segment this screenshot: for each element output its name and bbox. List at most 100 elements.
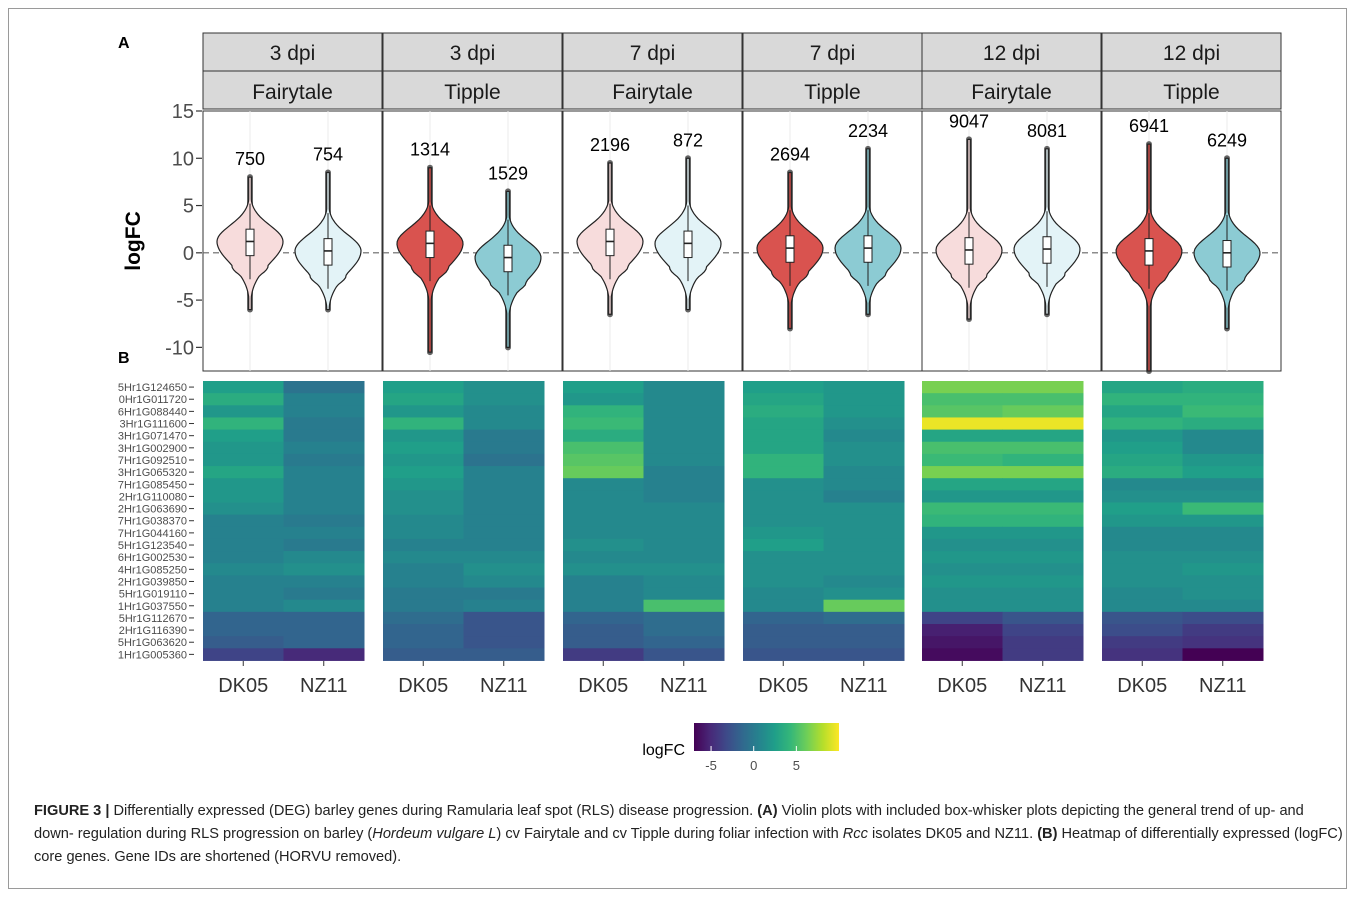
heatmap-cell	[922, 429, 1003, 443]
heatmap-cell	[823, 441, 905, 455]
heatmap-cell	[383, 466, 464, 479]
heatmap-cell	[1182, 478, 1264, 491]
heatmap-cell	[203, 490, 284, 503]
caption-rcc: Rcc	[842, 826, 868, 842]
heatmap-cell	[743, 405, 824, 418]
facet-strip-day	[742, 32, 923, 72]
heatmap-cell	[643, 490, 725, 503]
heatmap-column-label: NZ11	[1199, 675, 1246, 697]
heatmap-cell	[1102, 478, 1183, 491]
heatmap-cell	[463, 429, 545, 443]
heatmap-cell	[823, 526, 905, 540]
heatmap-row-label: 1Hr1G005360	[118, 649, 187, 661]
y-tick-label: 0	[183, 243, 194, 265]
heatmap-row-label: 5Hr1G124650	[118, 382, 187, 394]
heatmap-cell	[643, 538, 725, 552]
box-iqr	[1144, 238, 1154, 266]
heatmap-cell	[1182, 393, 1264, 406]
heatmap-cell	[383, 490, 464, 503]
heatmap-cell	[203, 466, 284, 479]
heatmap-cell	[1102, 624, 1183, 637]
heatmap-cell	[203, 526, 284, 540]
heatmap-cell	[1002, 611, 1084, 625]
heatmap-cell	[1182, 587, 1264, 601]
heatmap-row-label: 7Hr1G038370	[118, 516, 187, 528]
heatmap-cell	[1182, 538, 1264, 552]
heatmap-cell	[463, 563, 545, 576]
heatmap-cell	[1002, 563, 1084, 576]
heatmap-cell	[563, 624, 644, 637]
heatmap-cell	[463, 405, 545, 418]
heatmap-column-label: NZ11	[1019, 675, 1066, 697]
facet-day-label: 3 dpi	[270, 42, 316, 65]
heatmap-cell	[823, 453, 905, 467]
heatmap-cell	[563, 429, 644, 443]
caption-text-3: ) cv Fairytale and cv Tipple during foli…	[496, 826, 843, 842]
heatmap-cell	[1002, 393, 1084, 406]
heatmap-cell	[203, 405, 284, 418]
heatmap-row-label: 2Hr1G039850	[118, 576, 187, 588]
heatmap-cell	[643, 502, 725, 516]
heatmap-cell	[563, 526, 644, 540]
heatmap-cell	[1102, 441, 1183, 455]
heatmap-cell	[922, 636, 1003, 649]
heatmap-cell	[203, 478, 284, 491]
heatmap-cell	[743, 502, 824, 516]
facet-strip-day	[562, 32, 743, 72]
heatmap-cell	[743, 393, 824, 406]
heatmap-cell	[283, 563, 365, 576]
heatmap-cell	[463, 490, 545, 503]
heatmap-cell	[203, 441, 284, 455]
heatmap-column-label: NZ11	[480, 675, 527, 697]
heatmap-cell	[922, 405, 1003, 418]
heatmap-cell	[463, 441, 545, 455]
heatmap-cell	[1182, 648, 1264, 661]
heatmap-cell	[283, 526, 365, 540]
heatmap-cell	[922, 478, 1003, 491]
heatmap-cell	[1102, 538, 1183, 552]
heatmap-cell	[203, 502, 284, 516]
heatmap-cell	[203, 514, 284, 528]
heatmap-cell	[203, 611, 284, 625]
heatmap-cell	[1182, 502, 1264, 516]
colorbar-tick-label: 0	[750, 758, 757, 773]
heatmap-cell	[463, 648, 545, 661]
heatmap-cell	[743, 575, 824, 589]
heatmap-cell	[823, 551, 905, 564]
heatmap-cell	[1002, 587, 1084, 601]
heatmap-cell	[1102, 575, 1183, 589]
heatmap-cell	[643, 417, 725, 431]
colorbar-tick-label: -5	[705, 758, 717, 773]
heatmap-cell	[1002, 599, 1084, 613]
heatmap-row-label: 3Hr1G065320	[118, 467, 187, 479]
heatmap-cell	[283, 441, 365, 455]
heatmap-cell	[1102, 502, 1183, 516]
heatmap-cell	[643, 636, 725, 649]
heatmap-cell	[1182, 563, 1264, 576]
heatmap-cell	[743, 453, 824, 467]
heatmap-column-label: NZ11	[300, 675, 347, 697]
heatmap-cell	[463, 611, 545, 625]
heatmap-cell	[203, 551, 284, 564]
heatmap-cell	[1002, 648, 1084, 661]
heatmap-cell	[463, 417, 545, 431]
heatmap-row-label: 3Hr1G071470	[118, 431, 187, 443]
heatmap-cell	[643, 648, 725, 661]
heatmap-cell	[643, 441, 725, 455]
heatmap-cell	[823, 490, 905, 503]
heatmap-cell	[1182, 611, 1264, 625]
heatmap-column-label: DK05	[937, 675, 987, 697]
heatmap-cell	[283, 393, 365, 406]
heatmap-cell	[922, 611, 1003, 625]
caption-a-label: (A)	[757, 803, 778, 819]
heatmap-cell	[463, 453, 545, 467]
heatmap-row-label: 2Hr1G110080	[119, 491, 187, 503]
heatmap-cell	[203, 648, 284, 661]
caption-text-4: isolates DK05 and NZ11.	[867, 826, 1038, 842]
heatmap-cell	[563, 393, 644, 406]
heatmap-cell	[383, 611, 464, 625]
gene-count-label: 6941	[1129, 116, 1169, 136]
heatmap-cell	[1102, 551, 1183, 564]
heatmap-cell	[203, 381, 284, 394]
heatmap-cell	[383, 502, 464, 516]
